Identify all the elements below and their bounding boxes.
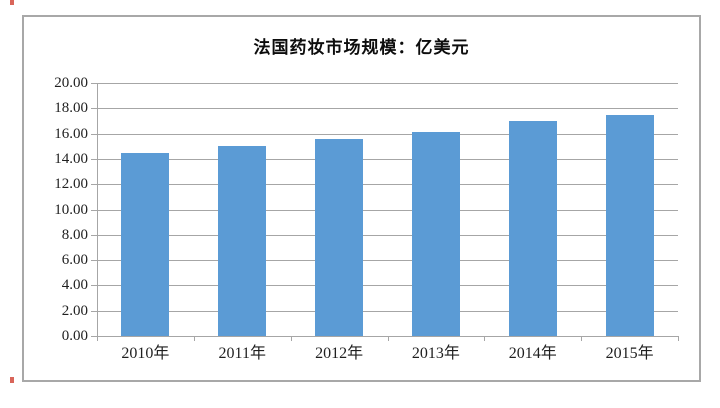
y-axis-label: 4.00 (61, 277, 88, 294)
x-axis-label: 2014年 (508, 345, 557, 362)
bar-2014年 (508, 120, 557, 336)
y-axis-tick (91, 158, 97, 160)
gridline (98, 83, 678, 84)
gridline (98, 209, 678, 211)
bar-2011年 (218, 146, 267, 336)
y-axis-line (97, 83, 98, 336)
gridline (98, 108, 678, 110)
red-edge-artifact-top (10, 0, 14, 5)
chart-frame: 法国药妆市场规模：亿美元 0.00 2.00 4.00 6.00 8.00 10.00 12… (22, 15, 701, 382)
gridline (98, 133, 678, 135)
x-axis-tick (193, 336, 195, 341)
red-edge-artifact-bottom (10, 377, 14, 383)
y-axis-label: 0.00 (61, 328, 88, 344)
x-axis-tick (97, 336, 98, 341)
gridline (98, 285, 678, 287)
y-axis-label: 10.00 (54, 201, 88, 218)
y-axis-label: 20.00 (54, 75, 88, 91)
x-axis-label: 2012年 (315, 345, 364, 362)
gridline (98, 184, 678, 186)
x-axis-tick (290, 336, 292, 341)
y-axis-tick (91, 209, 97, 211)
x-axis-tick (387, 336, 389, 341)
x-axis-label: 2015年 (605, 345, 654, 362)
bar-2012年 (315, 138, 364, 336)
y-axis-label: 18.00 (54, 100, 88, 117)
y-axis-tick (91, 184, 97, 186)
x-axis-tick (484, 336, 486, 341)
gridline (98, 234, 678, 236)
chart-title: 法国药妆市场规模：亿美元 (253, 38, 470, 57)
y-axis-tick (91, 108, 97, 110)
y-axis-tick (91, 260, 97, 262)
gridline (98, 260, 678, 262)
y-axis-label: 8.00 (61, 226, 88, 243)
y-axis-tick (91, 133, 97, 135)
x-axis-label: 2011年 (218, 345, 266, 362)
y-axis-label: 6.00 (61, 252, 88, 269)
x-axis-tick (678, 336, 679, 341)
y-axis-tick (91, 234, 97, 236)
y-axis-label: 2.00 (61, 302, 88, 319)
x-axis-label: 2010年 (121, 345, 170, 362)
gridline (98, 158, 678, 160)
gridline (98, 310, 678, 312)
bar-2015年 (605, 114, 654, 336)
y-axis-tick (91, 83, 97, 84)
y-axis-label: 14.00 (54, 150, 88, 167)
y-axis-label: 16.00 (54, 125, 88, 142)
y-axis-label: 12.00 (54, 176, 88, 193)
bar-2013年 (411, 132, 460, 336)
x-axis-tick (581, 336, 583, 341)
y-axis-tick (91, 285, 97, 287)
x-axis-label: 2013年 (411, 345, 460, 362)
y-axis-tick (91, 310, 97, 312)
bar-2010年 (121, 152, 170, 336)
y-axis-tick (91, 336, 97, 337)
